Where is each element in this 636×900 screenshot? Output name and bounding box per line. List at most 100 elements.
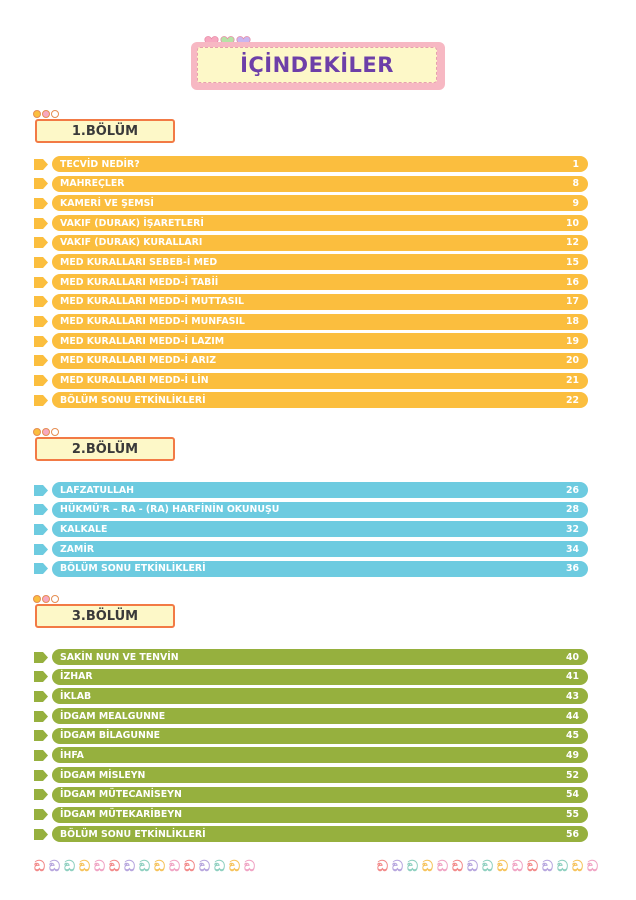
arrow-marker-icon: [34, 296, 48, 308]
toc-row[interactable]: İKLAB 43: [34, 688, 588, 705]
toc-entry-title: İDGAM BİLAGUNNE: [60, 730, 161, 742]
toc-entry[interactable]: İKLAB 43: [52, 688, 588, 705]
toc-row[interactable]: ZAMİR 34: [34, 541, 588, 558]
toc-entry[interactable]: SAKİN NUN VE TENVİN 40: [52, 649, 588, 665]
section-2-dots: [33, 428, 59, 436]
circle-dot-icon: [51, 110, 59, 118]
toc-entry[interactable]: İDGAM MEALGUNNE 44: [52, 708, 588, 725]
toc-entry-title: MED KURALLARI SEBEB-İ MED: [60, 256, 218, 268]
toc-entry-page: 44: [565, 710, 579, 722]
toc-entry[interactable]: İDGAM MÜTECANİSEYN 54: [52, 786, 588, 803]
arrow-marker-icon: [34, 710, 48, 722]
toc-entry[interactable]: MED KURALLARI MEDD-İ MUNFASIL 18: [52, 313, 588, 330]
toc-entry-title: HÜKMÜ'R – RA - (RA) HARFİNİN OKUNUŞU: [60, 504, 280, 516]
toc-row[interactable]: BÖLÜM SONU ETKİNLİKLERİ 36: [34, 560, 588, 577]
toc-entry-page: 55: [565, 809, 579, 820]
arrow-marker-icon: [34, 828, 48, 840]
toc-row[interactable]: MED KURALLARI MEDD-İ MUTTASIL 17: [34, 293, 588, 310]
circle-dot-icon: [51, 595, 59, 603]
toc-entry[interactable]: MED KURALLARI MEDD-İ TABİİ 16: [52, 274, 588, 291]
toc-entry[interactable]: MED KURALLARI MEDD-İ MUTTASIL 17: [52, 293, 588, 310]
toc-entry[interactable]: TECVİD NEDİR? 1: [52, 156, 588, 172]
toc-row[interactable]: LAFZATULLAH 26: [34, 482, 588, 498]
toc-entry[interactable]: BÖLÜM SONU ETKİNLİKLERİ 22: [52, 392, 588, 409]
swirl-icon: ඞ: [168, 857, 181, 875]
toc-row[interactable]: MED KURALLARI MEDD-İ LAZIM 19: [34, 333, 588, 350]
toc-row[interactable]: SAKİN NUN VE TENVİN 40: [34, 649, 588, 665]
toc-entry[interactable]: ZAMİR 34: [52, 541, 588, 558]
toc-entry[interactable]: MAHREÇLER 8: [52, 175, 588, 192]
swirl-icon: ඞ: [183, 857, 196, 875]
page-title: İÇİNDEKİLER: [240, 53, 394, 77]
swirl-icon: ඞ: [153, 857, 166, 875]
section-3-header: 3.BÖLÜM: [33, 595, 175, 628]
toc-row[interactable]: MED KURALLARI SEBEB-İ MED 15: [34, 254, 588, 271]
toc-row[interactable]: HÜKMÜ'R – RA - (RA) HARFİNİN OKUNUŞU 28: [34, 501, 588, 518]
toc-entry-title: İDGAM MİSLEYN: [60, 769, 146, 781]
toc-entry[interactable]: İHFA 49: [52, 747, 588, 764]
toc-row[interactable]: İDGAM MEALGUNNE 44: [34, 708, 588, 725]
toc-entry-title: KALKALE: [60, 523, 108, 535]
toc-entry[interactable]: İZHAR 41: [52, 668, 588, 685]
toc-entry[interactable]: MED KURALLARI SEBEB-İ MED 15: [52, 254, 588, 271]
toc-entry-title: SAKİN NUN VE TENVİN: [60, 651, 179, 663]
circle-dot-icon: [33, 110, 41, 118]
toc-row[interactable]: KAMERİ VE ŞEMSİ 9: [34, 195, 588, 212]
arrow-marker-icon: [34, 730, 48, 742]
swirl-icon: ඞ: [63, 857, 76, 875]
toc-entry[interactable]: KAMERİ VE ŞEMSİ 9: [52, 195, 588, 212]
swirl-icon: ඞ: [406, 857, 419, 875]
toc-entry[interactable]: LAFZATULLAH 26: [52, 482, 588, 498]
toc-row[interactable]: MED KURALLARI MEDD-İ LİN 21: [34, 372, 588, 389]
toc-entry[interactable]: VAKIF (DURAK) İŞARETLERİ 10: [52, 215, 588, 232]
toc-entry[interactable]: KALKALE 32: [52, 521, 588, 538]
swirl-icon: ඞ: [481, 857, 494, 875]
circle-dot-icon: [42, 595, 50, 603]
toc-entry-title: MAHREÇLER: [60, 178, 125, 190]
toc-entry[interactable]: İDGAM MİSLEYN 52: [52, 767, 588, 784]
swirl-icon: ඞ: [228, 857, 241, 875]
arrow-marker-icon: [34, 217, 48, 229]
toc-entry-title: VAKIF (DURAK) İŞARETLERİ: [60, 217, 204, 229]
toc-row[interactable]: İDGAM BİLAGUNNE 45: [34, 727, 588, 744]
toc-row[interactable]: MAHREÇLER 8: [34, 175, 588, 192]
toc-row[interactable]: KALKALE 32: [34, 521, 588, 538]
toc-entry-page: 18: [565, 316, 579, 327]
toc-row[interactable]: BÖLÜM SONU ETKİNLİKLERİ 56: [34, 826, 588, 843]
swirl-icon: ඞ: [93, 857, 106, 875]
toc-row[interactable]: TECVİD NEDİR? 1: [34, 156, 588, 172]
toc-entry[interactable]: MED KURALLARI MEDD-İ ARIZ 20: [52, 352, 588, 369]
toc-entry[interactable]: MED KURALLARI MEDD-İ LİN 21: [52, 372, 588, 389]
toc-row[interactable]: VAKIF (DURAK) KURALLARI 12: [34, 234, 588, 251]
toc-entry-page: 10: [565, 217, 579, 229]
toc-entry[interactable]: BÖLÜM SONU ETKİNLİKLERİ 56: [52, 826, 588, 843]
toc-entry[interactable]: VAKIF (DURAK) KURALLARI 12: [52, 234, 588, 251]
title-banner: İÇİNDEKİLER: [191, 42, 445, 90]
toc-entry-title: İHFA: [60, 749, 84, 761]
toc-entry[interactable]: İDGAM MÜTEKARİBEYN 55: [52, 806, 588, 823]
toc-entry-page: 32: [565, 523, 579, 535]
section-1-box: 1.BÖLÜM: [35, 119, 175, 143]
arrow-marker-icon: [34, 671, 48, 683]
toc-row[interactable]: MED KURALLARI MEDD-İ ARIZ 20: [34, 352, 588, 369]
arrow-marker-icon: [34, 178, 48, 190]
toc-row[interactable]: İHFA 49: [34, 747, 588, 764]
section-2-list: LAFZATULLAH 26 HÜKMÜ'R – RA - (RA) HARFİNİ…: [34, 482, 588, 580]
toc-entry-title: MED KURALLARI MEDD-İ LAZIM: [60, 335, 225, 347]
toc-row[interactable]: VAKIF (DURAK) İŞARETLERİ 10: [34, 215, 588, 232]
toc-entry[interactable]: BÖLÜM SONU ETKİNLİKLERİ 36: [52, 560, 588, 577]
toc-entry[interactable]: İDGAM BİLAGUNNE 45: [52, 727, 588, 744]
toc-row[interactable]: İZHAR 41: [34, 668, 588, 685]
toc-entry[interactable]: MED KURALLARI MEDD-İ LAZIM 19: [52, 333, 588, 350]
circle-dot-icon: [33, 595, 41, 603]
toc-entry-page: 56: [565, 828, 579, 840]
toc-row[interactable]: İDGAM MÜTEKARİBEYN 55: [34, 806, 588, 823]
toc-row[interactable]: BÖLÜM SONU ETKİNLİKLERİ 22: [34, 392, 588, 409]
toc-row[interactable]: MED KURALLARI MEDD-İ MUNFASIL 18: [34, 313, 588, 330]
toc-row[interactable]: İDGAM MÜTECANİSEYN 54: [34, 786, 588, 803]
toc-row[interactable]: MED KURALLARI MEDD-İ TABİİ 16: [34, 274, 588, 291]
toc-entry-title: İDGAM MEALGUNNE: [60, 710, 166, 722]
toc-row[interactable]: İDGAM MİSLEYN 52: [34, 767, 588, 784]
toc-entry[interactable]: HÜKMÜ'R – RA - (RA) HARFİNİN OKUNUŞU 28: [52, 501, 588, 518]
section-2-label: 2.BÖLÜM: [71, 441, 139, 457]
